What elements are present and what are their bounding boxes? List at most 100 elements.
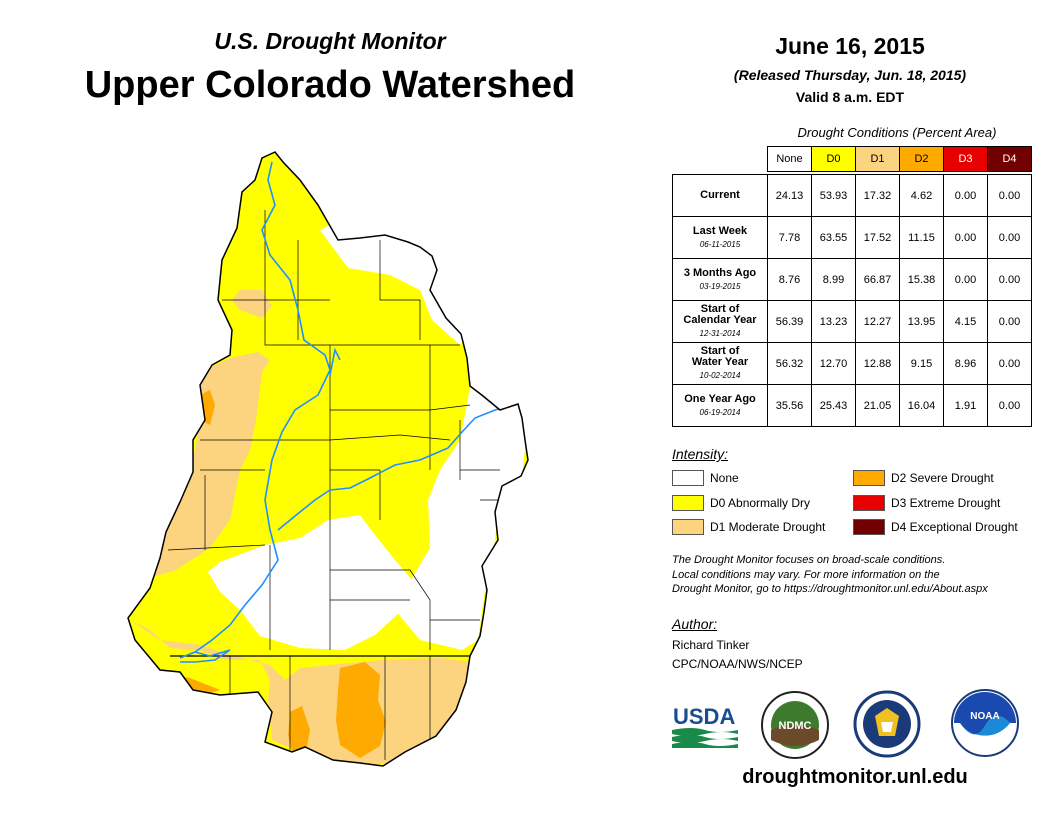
valid-time: Valid 8 a.m. EDT [795, 89, 905, 105]
legend-label: None [710, 471, 739, 485]
col-none: None [767, 146, 812, 172]
table-cell: 21.05 [855, 384, 900, 427]
row-label: 3 Months Ago 03-19-2015 [672, 258, 768, 301]
row-label-text: Last Week [692, 224, 748, 237]
legend-item-d3: D3 Extreme Drought [853, 495, 1000, 511]
row-label-text: Start of [700, 303, 740, 315]
table-caption: Drought Conditions (Percent Area) [797, 125, 997, 140]
table-cell: 0.00 [987, 300, 1032, 343]
row-label: One Year Ago 06-19-2014 [672, 384, 768, 427]
row-label: Start of Water Year 10-02-2014 [672, 342, 768, 385]
basin-outline [127, 151, 529, 767]
table-cell: 0.00 [943, 258, 988, 301]
svg-text:NOAA: NOAA [970, 711, 999, 722]
none-region-central [208, 515, 412, 650]
row-label-text: Start of [700, 345, 740, 357]
row-label: Current [672, 174, 768, 217]
legend-swatch [853, 495, 885, 511]
noaa-logo[interactable]: NOAA [950, 688, 1020, 758]
row-label: Last Week 06-11-2015 [672, 216, 768, 259]
legend-swatch [672, 470, 704, 486]
table-cell: 0.00 [943, 216, 988, 259]
commerce-seal-logo[interactable] [853, 690, 921, 758]
table-cell: 25.43 [811, 384, 856, 427]
legend-title: Intensity: [672, 446, 729, 462]
map-title: Upper Colorado Watershed [84, 64, 576, 106]
d2-region-south [288, 706, 310, 752]
col-d2: D2 [899, 146, 944, 172]
legend-label: D2 Severe Drought [891, 471, 994, 485]
row-label-text: One Year Ago [684, 392, 756, 405]
release-date: (Released Thursday, Jun. 18, 2015) [733, 67, 967, 83]
website-url[interactable]: droughtmonitor.unl.edu [742, 766, 968, 788]
svg-text:USDA: USDA [673, 704, 735, 729]
note-line[interactable]: Drought Monitor, go to https://droughtmo… [672, 583, 988, 595]
legend-label: D4 Exceptional Drought [891, 520, 1018, 534]
legend-swatch [853, 470, 885, 486]
table-row: Last Week 06-11-2015 7.78 63.55 17.52 11.15 0.… [672, 216, 1032, 259]
legend-swatch [853, 519, 885, 535]
table-cell: 4.15 [943, 300, 988, 343]
watershed-map [127, 151, 529, 767]
legend-label: D1 Moderate Drought [710, 520, 826, 534]
col-d1: D1 [855, 146, 900, 172]
row-label-text: 3 Months Ago [683, 266, 757, 279]
table-cell: 56.32 [767, 342, 812, 385]
table-cell: 8.76 [767, 258, 812, 301]
row-date: 10-02-2014 [699, 371, 741, 380]
table-cell: 8.96 [943, 342, 988, 385]
row-date: 12-31-2014 [699, 329, 741, 338]
legend-item-d1: D1 Moderate Drought [672, 519, 825, 535]
legend-swatch [672, 519, 704, 535]
col-d0: D0 [811, 146, 856, 172]
table-header-row: None D0 D1 D2 D3 D4 [673, 146, 1032, 172]
row-date: 06-19-2014 [699, 407, 741, 417]
rivers [179, 161, 519, 663]
row-label-text: Water Year [691, 356, 749, 368]
note-line: The Drought Monitor focuses on broad-sca… [672, 554, 946, 566]
usda-logo[interactable]: USDA [672, 700, 738, 748]
table-cell: 15.38 [899, 258, 944, 301]
row-label-text: Calendar Year [683, 314, 757, 326]
table-cell: 0.00 [987, 384, 1032, 427]
table-cell: 12.70 [811, 342, 856, 385]
table-cell: 0.00 [987, 258, 1032, 301]
legend-item-d0: D0 Abnormally Dry [672, 495, 810, 511]
table-cell: 11.15 [899, 216, 944, 259]
table-cell: 16.04 [899, 384, 944, 427]
table-cell: 53.93 [811, 174, 856, 217]
table-cell: 4.62 [899, 174, 944, 217]
disclaimer-note: The Drought Monitor focuses on broad-sca… [672, 553, 1052, 597]
table-cell: 1.91 [943, 384, 988, 427]
ndmc-logo[interactable]: NDMC [760, 690, 830, 760]
author-org: CPC/NOAA/NWS/NCEP [672, 657, 803, 671]
table-cell: 0.00 [943, 174, 988, 217]
none-region-east [395, 388, 526, 650]
d1-region-northwest [232, 290, 272, 318]
legend-item-d4: D4 Exceptional Drought [853, 519, 1018, 535]
author-name: Richard Tinker [672, 638, 750, 652]
d1-region-west [150, 352, 270, 578]
col-d3: D3 [943, 146, 988, 172]
d1-region-south [130, 620, 472, 766]
table-row: One Year Ago 06-19-2014 35.56 25.43 21.05 16.… [672, 384, 1032, 427]
table-row: Current 24.13 53.93 17.32 4.62 0.00 0.00 [672, 174, 1032, 217]
row-label: Start of Calendar Year 12-31-2014 [672, 300, 768, 343]
table-cell: 63.55 [811, 216, 856, 259]
svg-text:NDMC: NDMC [779, 720, 812, 732]
row-label-text: Current [700, 189, 740, 201]
table-row: Start of Water Year 10-02-2014 56.32 12.70 12… [672, 342, 1032, 385]
table-row: Start of Calendar Year 12-31-2014 56.39 13.2… [672, 300, 1032, 343]
table-cell: 9.15 [899, 342, 944, 385]
county-boundaries [167, 210, 500, 760]
table-cell: 13.95 [899, 300, 944, 343]
table-row: 3 Months Ago 03-19-2015 8.76 8.99 66.87 15.38… [672, 258, 1032, 301]
table-cell: 0.00 [987, 174, 1032, 217]
table-cell: 66.87 [855, 258, 900, 301]
table-cell: 7.78 [767, 216, 812, 259]
table-cell: 17.32 [855, 174, 900, 217]
table-cell: 12.27 [855, 300, 900, 343]
drought-conditions-table: None D0 D1 D2 D3 D4 Current 24.13 53.93 17.… [672, 146, 1032, 427]
legend-item-none: None [672, 470, 739, 486]
table-cell: 13.23 [811, 300, 856, 343]
